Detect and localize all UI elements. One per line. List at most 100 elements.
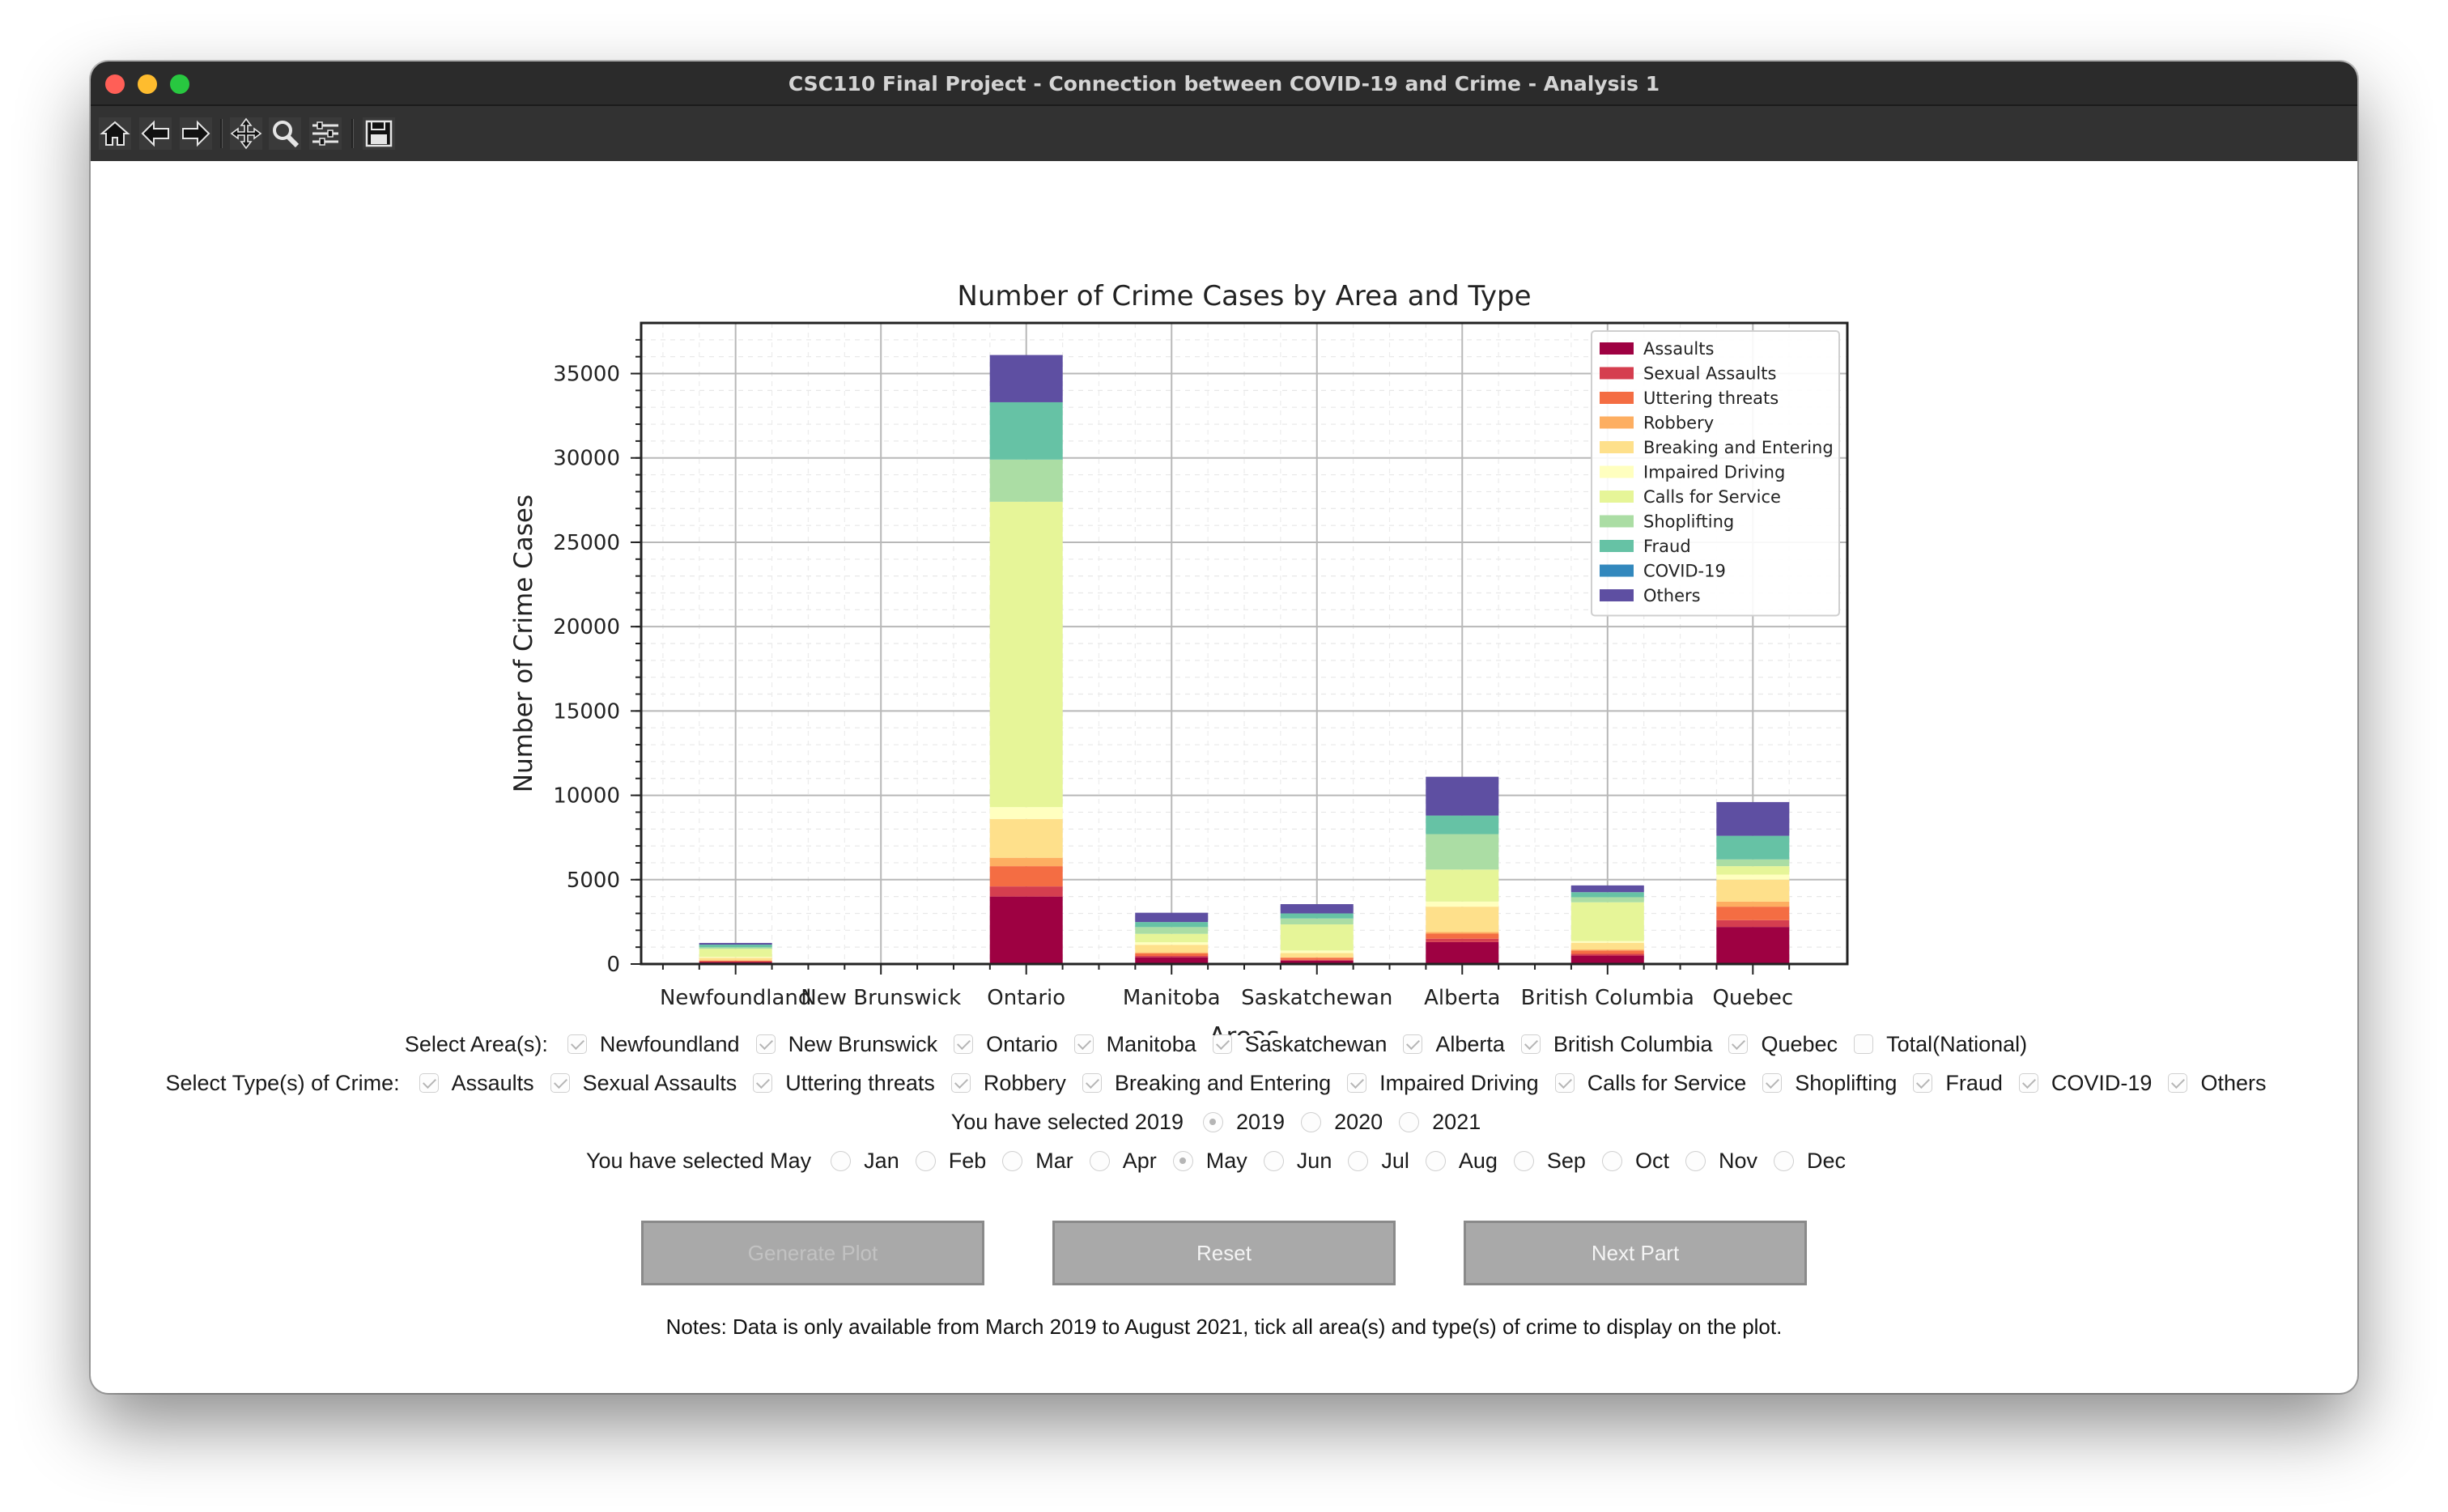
- y-tick-label: 20000: [553, 615, 620, 639]
- crime-type-option-assaults[interactable]: Assaults: [419, 1071, 534, 1096]
- pan-icon[interactable]: [228, 116, 264, 151]
- checkbox[interactable]: [567, 1034, 587, 1054]
- crime-type-option-sexual-assaults[interactable]: Sexual Assaults: [550, 1071, 737, 1096]
- area-option-saskatchewan[interactable]: Saskatchewan: [1212, 1032, 1387, 1057]
- checkbox[interactable]: [1520, 1034, 1541, 1054]
- crime-type-option-impaired-driving[interactable]: Impaired Driving: [1347, 1071, 1539, 1096]
- radio-button[interactable]: [915, 1150, 936, 1171]
- crime-type-option-label: Sexual Assaults: [582, 1070, 737, 1095]
- radio-button[interactable]: [1263, 1150, 1284, 1171]
- radio-button[interactable]: [1601, 1150, 1622, 1171]
- checkbox[interactable]: [2018, 1073, 2038, 1093]
- month-option-label: Jun: [1296, 1148, 1332, 1173]
- crime-type-option-others[interactable]: Others: [2168, 1071, 2266, 1096]
- legend-label: Fraud: [1643, 537, 1691, 556]
- bar-segment: [989, 355, 1063, 402]
- checkbox[interactable]: [2168, 1073, 2188, 1093]
- crime-type-option-robbery[interactable]: Robbery: [950, 1071, 1066, 1096]
- month-option-nov[interactable]: Nov: [1685, 1149, 1757, 1174]
- configure-subplots-icon[interactable]: [308, 116, 343, 151]
- x-tick-label: Saskatchewan: [1241, 986, 1392, 1010]
- checkbox[interactable]: [419, 1073, 439, 1093]
- bar-segment: [1280, 960, 1354, 964]
- crime-type-option-fraud[interactable]: Fraud: [1913, 1071, 2003, 1096]
- bar-segment: [1426, 932, 1499, 934]
- checkbox[interactable]: [1212, 1034, 1232, 1054]
- radio-button[interactable]: [1399, 1111, 1420, 1132]
- maximize-window-button[interactable]: [170, 74, 189, 94]
- radio-button[interactable]: [1773, 1150, 1794, 1171]
- checkbox[interactable]: [1403, 1034, 1423, 1054]
- area-option-new-brunswick[interactable]: New Brunswick: [755, 1032, 937, 1057]
- bar-segment: [1135, 927, 1209, 934]
- crime-type-option-uttering-threats[interactable]: Uttering threats: [753, 1071, 935, 1096]
- month-option-sep[interactable]: Sep: [1513, 1149, 1586, 1174]
- checkbox[interactable]: [1762, 1073, 1783, 1093]
- checkbox[interactable]: [1913, 1073, 1933, 1093]
- checkbox[interactable]: [1554, 1073, 1575, 1093]
- radio-button[interactable]: [1685, 1150, 1706, 1171]
- area-option-total-national[interactable]: Total(National): [1854, 1032, 2027, 1057]
- legend-label: Others: [1643, 586, 1701, 605]
- area-option-ontario[interactable]: Ontario: [954, 1032, 1058, 1057]
- checkbox[interactable]: [1854, 1034, 1874, 1054]
- month-option-feb[interactable]: Feb: [915, 1149, 986, 1174]
- back-arrow-icon[interactable]: [138, 116, 173, 151]
- reset-button[interactable]: Reset: [1052, 1221, 1396, 1285]
- month-option-dec[interactable]: Dec: [1773, 1149, 1846, 1174]
- radio-button[interactable]: [1425, 1150, 1446, 1171]
- checkbox[interactable]: [1082, 1073, 1102, 1093]
- radio-button[interactable]: [1172, 1150, 1193, 1171]
- crime-type-option-shoplifting[interactable]: Shoplifting: [1762, 1071, 1897, 1096]
- crime-type-option-breaking-and-entering[interactable]: Breaking and Entering: [1082, 1071, 1331, 1096]
- month-option-jul[interactable]: Jul: [1348, 1149, 1409, 1174]
- month-option-jun[interactable]: Jun: [1263, 1148, 1332, 1174]
- minimize-window-button[interactable]: [138, 74, 157, 94]
- month-option-apr[interactable]: Apr: [1089, 1149, 1157, 1174]
- month-option-mar[interactable]: Mar: [1002, 1149, 1073, 1174]
- radio-button[interactable]: [1203, 1111, 1223, 1132]
- checkbox[interactable]: [1073, 1034, 1094, 1054]
- month-option-may[interactable]: May: [1172, 1149, 1247, 1174]
- radio-button[interactable]: [831, 1150, 852, 1171]
- x-tick-label: Ontario: [987, 986, 1065, 1010]
- toolbar-separator: [220, 119, 223, 148]
- checkbox[interactable]: [954, 1034, 974, 1054]
- close-window-button[interactable]: [105, 74, 125, 94]
- zoom-icon[interactable]: [267, 116, 303, 151]
- area-option-quebec[interactable]: Quebec: [1728, 1032, 1838, 1057]
- checkbox[interactable]: [1728, 1034, 1749, 1054]
- radio-button[interactable]: [1348, 1150, 1369, 1171]
- month-option-aug[interactable]: Aug: [1425, 1148, 1498, 1174]
- home-icon[interactable]: [97, 116, 133, 151]
- generate-plot-button[interactable]: Generate Plot: [641, 1221, 984, 1285]
- checkbox[interactable]: [753, 1073, 773, 1093]
- area-option-manitoba[interactable]: Manitoba: [1073, 1032, 1196, 1057]
- checkbox[interactable]: [1347, 1073, 1367, 1093]
- save-icon[interactable]: [361, 116, 397, 151]
- month-label: You have selected May: [585, 1148, 812, 1173]
- radio-button[interactable]: [1002, 1150, 1023, 1171]
- radio-button[interactable]: [1301, 1111, 1322, 1132]
- month-option-label: Aug: [1458, 1148, 1498, 1173]
- year-option-2021[interactable]: 2021: [1399, 1110, 1481, 1135]
- checkbox[interactable]: [755, 1034, 776, 1054]
- crime-type-selection-row: Select Type(s) of Crime: Assaults Sexual …: [91, 1064, 2357, 1102]
- next-part-button[interactable]: Next Part: [1464, 1221, 1807, 1285]
- radio-button[interactable]: [1513, 1150, 1534, 1171]
- legend-swatch: [1600, 342, 1634, 355]
- year-option-2019[interactable]: 2019: [1203, 1110, 1285, 1135]
- month-option-oct[interactable]: Oct: [1601, 1149, 1669, 1174]
- radio-button[interactable]: [1089, 1150, 1110, 1171]
- checkbox[interactable]: [550, 1073, 570, 1093]
- bar-segment: [1426, 907, 1499, 932]
- year-option-2020[interactable]: 2020: [1301, 1110, 1383, 1135]
- crime-type-option-covid-19[interactable]: COVID-19: [2018, 1071, 2152, 1096]
- area-option-british-columbia[interactable]: British Columbia: [1520, 1032, 1712, 1057]
- forward-arrow-icon[interactable]: [178, 116, 214, 151]
- month-option-jan[interactable]: Jan: [831, 1149, 899, 1174]
- area-option-newfoundland[interactable]: Newfoundland: [567, 1032, 740, 1057]
- area-option-alberta[interactable]: Alberta: [1403, 1032, 1505, 1057]
- crime-type-option-calls-for-service[interactable]: Calls for Service: [1554, 1071, 1746, 1096]
- checkbox[interactable]: [950, 1073, 971, 1093]
